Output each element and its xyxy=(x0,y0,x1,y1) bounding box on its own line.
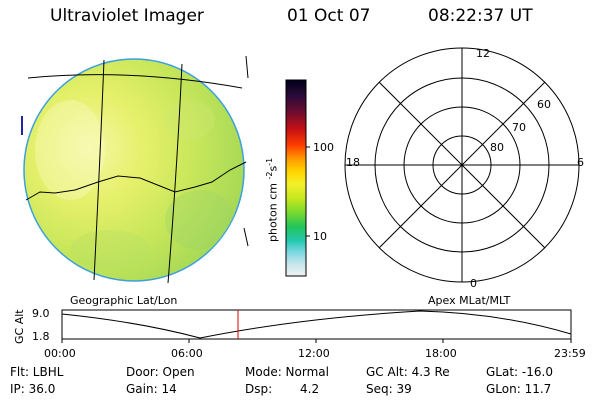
latitude-line xyxy=(25,161,247,201)
observation-time: 08:22:37 UT xyxy=(428,6,533,26)
sequence-info: Seq: 39 xyxy=(366,382,412,396)
timeline-ymin: 1.8 xyxy=(32,330,50,343)
mlt-label-18: 18 xyxy=(346,156,360,169)
grid-tick xyxy=(243,227,249,247)
timeline-ymax: 9.0 xyxy=(32,307,50,320)
polar-panel-label: Apex MLat/MLT xyxy=(428,294,511,307)
mode-info: Mode: Normal xyxy=(245,365,329,379)
gain-info: Gain: 14 xyxy=(126,382,177,396)
mlt-label-6: 6 xyxy=(577,156,584,169)
glat-info: GLat: -16.0 xyxy=(486,365,553,379)
colorbar-tick-label: 100 xyxy=(313,141,334,154)
uv-image-disc xyxy=(23,58,245,282)
observation-date: 01 Oct 07 xyxy=(287,6,371,26)
filter-info: Flt: LBHL xyxy=(10,365,64,379)
polar-plot xyxy=(344,47,580,283)
ip-info: IP: 36.0 xyxy=(10,382,56,396)
image-panel-label: Geographic Lat/Lon xyxy=(70,294,178,307)
mlat-label-80: 80 xyxy=(490,141,504,154)
altitude-timeline xyxy=(61,309,572,343)
colorbar-unit-label: photon cm -2s-1 xyxy=(265,157,280,242)
mlt-label-12: 12 xyxy=(476,47,490,60)
timeline-tick-label: 00:00 xyxy=(44,347,76,360)
latitude-line xyxy=(27,74,243,89)
grid-tick xyxy=(245,55,249,79)
gc-alt-info: GC Alt: 4.3 Re xyxy=(366,365,450,379)
timeline-tick-label: 18:00 xyxy=(425,347,457,360)
timeline-tick-label: 23:59 xyxy=(554,347,586,360)
timeline-ylabel: GC Alt xyxy=(13,309,26,344)
mlat-label-60: 60 xyxy=(537,98,551,111)
timeline-tick-label: 12:00 xyxy=(298,347,330,360)
mlat-label-70: 70 xyxy=(512,121,526,134)
meridian-line xyxy=(167,63,183,284)
orbit-altitude-curve xyxy=(61,310,572,339)
colorbar xyxy=(285,79,307,277)
meridian-line xyxy=(93,59,105,281)
geographic-grid xyxy=(25,55,249,284)
mlt-label-0: 0 xyxy=(470,277,477,290)
dsp-value: 4.2 xyxy=(300,382,320,396)
glon-info: GLon: 11.7 xyxy=(486,382,552,396)
dsp-label: Dsp: xyxy=(245,382,273,396)
timeline-tick-label: 06:00 xyxy=(171,347,203,360)
colorbar-ticks xyxy=(306,146,310,237)
instrument-title: Ultraviolet Imager xyxy=(50,6,204,26)
door-info: Door: Open xyxy=(126,365,195,379)
colorbar-tick-label: 10 xyxy=(313,230,327,243)
